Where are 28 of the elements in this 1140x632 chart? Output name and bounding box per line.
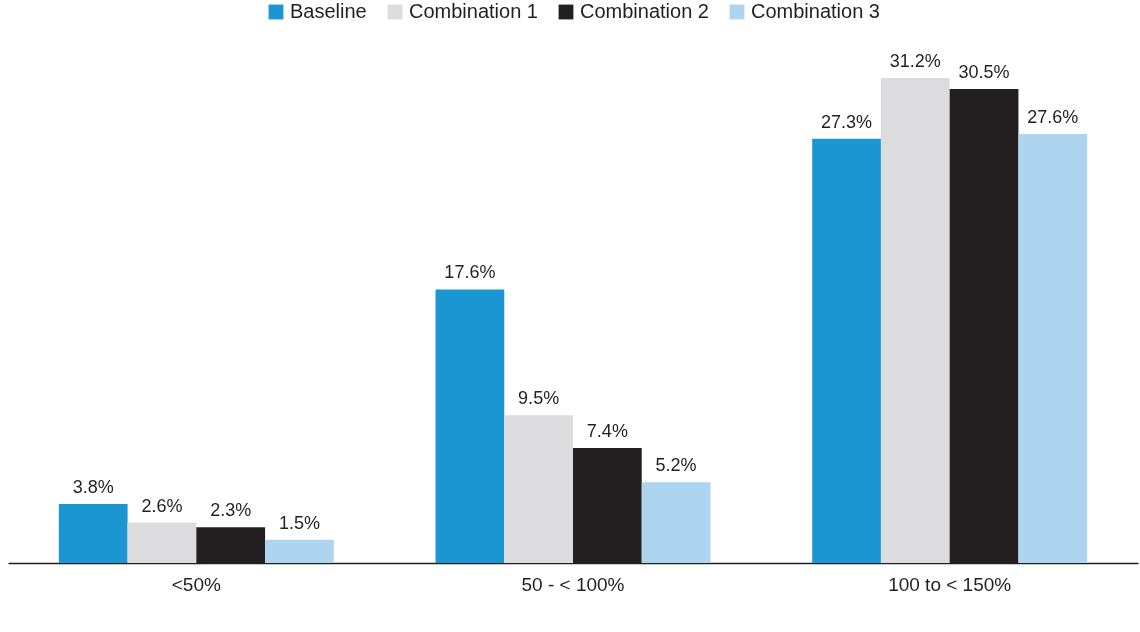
bar — [812, 138, 881, 563]
x-tick-label: <50% — [171, 573, 221, 595]
data-label: 27.6% — [1027, 106, 1079, 127]
x-tick-label: 50 - < 100% — [521, 573, 625, 595]
bar — [435, 289, 505, 563]
data-label: 7.4% — [586, 420, 628, 441]
data-label: 3.8% — [72, 476, 114, 497]
data-label: 2.3% — [210, 500, 252, 521]
legend-label: Combination 1 — [409, 0, 538, 22]
data-label: 30.5% — [958, 61, 1010, 82]
bar — [1018, 133, 1088, 563]
data-label: 2.6% — [141, 495, 183, 516]
bar — [504, 415, 573, 563]
bar — [127, 522, 197, 563]
data-label: 5.2% — [655, 455, 697, 476]
data-label: 9.5% — [518, 388, 560, 409]
bar — [880, 78, 950, 563]
data-label: 31.2% — [889, 51, 941, 71]
x-tick-label: 100 to < 150% — [888, 573, 1012, 595]
data-label: 1.5% — [278, 512, 320, 533]
bar — [265, 539, 334, 563]
data-label: 17.6% — [444, 262, 496, 283]
bar — [58, 503, 128, 563]
legend-label: Baseline — [290, 0, 367, 22]
data-label: 27.3% — [821, 111, 873, 132]
legend-label: Combination 2 — [580, 0, 709, 22]
bar — [641, 482, 711, 563]
legend-label: Combination 3 — [751, 0, 880, 22]
